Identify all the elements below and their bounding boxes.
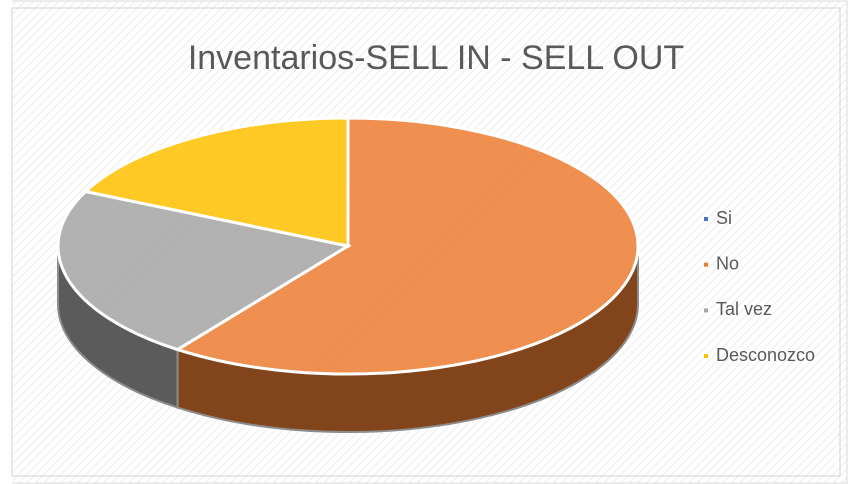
legend-label: Tal vez [716, 299, 772, 319]
legend-label: Si [716, 208, 732, 228]
pie-slice [173, 116, 640, 376]
legend-marker [704, 354, 708, 359]
legend-label: Desconozco [716, 345, 815, 365]
legend-marker [704, 308, 708, 313]
margin [0, 0, 12, 484]
pie-slice [82, 116, 350, 248]
legend-label: No [716, 253, 739, 273]
legend-marker [704, 262, 708, 267]
legend-marker [704, 217, 708, 221]
chart-title: Inventarios-SELL IN - SELL OUT [188, 39, 684, 77]
